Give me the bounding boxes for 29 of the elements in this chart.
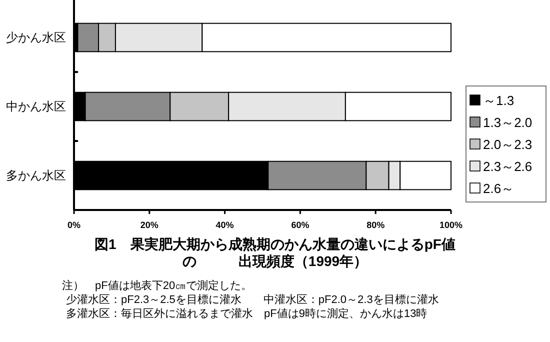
bar bbox=[400, 160, 452, 190]
x-tick-label: 80% bbox=[366, 220, 385, 230]
bar bbox=[202, 22, 452, 52]
text: 図1 果実肥大期から成熟期のかん水量の違いによるpF値の 出現頻度（1999年） bbox=[94, 236, 456, 269]
legend-label: ～1.3 bbox=[483, 93, 514, 108]
x-tick-label: 20% bbox=[140, 220, 158, 230]
text: 注） pF値は地表下20㎝で測定した。 bbox=[62, 279, 252, 292]
bar bbox=[228, 92, 346, 122]
y-tick-label: 少かん水区 bbox=[6, 30, 66, 44]
y-tick-label: 多かん水区 bbox=[6, 168, 66, 182]
text: 多灌水区：毎日区外に溢れるまで灌水 pF値は9時に測定、かん水は13時 bbox=[66, 307, 428, 320]
x-tick-label: 60% bbox=[291, 220, 310, 230]
bar bbox=[344, 92, 452, 122]
bar bbox=[98, 22, 116, 52]
bar bbox=[77, 22, 100, 52]
bar bbox=[84, 92, 171, 122]
bar bbox=[366, 160, 390, 190]
text: 少灌水区：pF2.3～2.5を目標に灌水 中灌水区：pF2.0～2.3を目標に灌水 bbox=[66, 293, 439, 306]
y-tick-label: 中かん水区 bbox=[6, 100, 66, 114]
legend-label: 2.0～2.3 bbox=[483, 137, 532, 152]
legend-label: 1.3～2.0 bbox=[483, 115, 532, 130]
bar bbox=[268, 160, 367, 190]
bar bbox=[114, 22, 203, 52]
x-tick-label: 100% bbox=[439, 220, 463, 230]
bar bbox=[170, 92, 230, 122]
x-tick-label: 0% bbox=[67, 220, 81, 230]
legend-label: 2.3～2.6 bbox=[483, 159, 532, 174]
legend-label: 2.6～ bbox=[483, 181, 514, 196]
x-tick-label: 40% bbox=[216, 220, 234, 230]
